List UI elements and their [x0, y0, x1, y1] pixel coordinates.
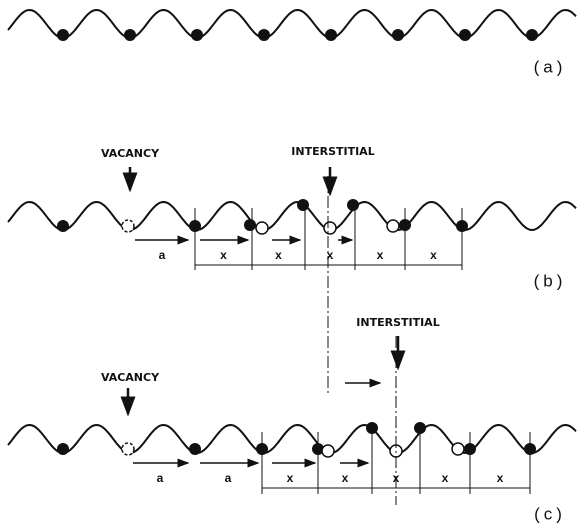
page: (a) (b) (c) VACANCY INTERSTITIAL VACANCY… — [0, 0, 584, 529]
atom — [392, 29, 404, 41]
vacancy-site — [122, 443, 134, 455]
potential-wave — [8, 10, 576, 38]
empty-site — [322, 445, 334, 457]
atom — [244, 219, 256, 231]
interstitial-label: INTERSTITIAL — [356, 316, 439, 329]
displacement-label: x — [377, 248, 384, 262]
atom — [124, 29, 136, 41]
panel-label: (b) — [534, 271, 567, 290]
displacement-label: x — [220, 248, 227, 262]
spacing-label: a — [225, 471, 232, 485]
empty-site — [452, 443, 464, 455]
potential-wave — [8, 425, 576, 453]
displacement-label: x — [430, 248, 437, 262]
displacement-label: x — [342, 471, 349, 485]
displacement-label: x — [275, 248, 282, 262]
potential-wave — [8, 202, 576, 230]
atom — [57, 443, 69, 455]
empty-site — [387, 220, 399, 232]
empty-site — [324, 222, 336, 234]
empty-site — [256, 222, 268, 234]
displacement-label: x — [393, 471, 400, 485]
interstitial-label: INTERSTITIAL — [291, 145, 374, 158]
atom — [191, 29, 203, 41]
atom — [258, 29, 270, 41]
atom — [526, 29, 538, 41]
atom — [297, 199, 309, 211]
atom — [189, 443, 201, 455]
figure: (a) (b) (c) VACANCY INTERSTITIAL VACANCY… — [0, 0, 584, 529]
panel-label: (a) — [534, 57, 567, 76]
atom — [347, 199, 359, 211]
displacement-label: x — [442, 471, 449, 485]
displacement-label: x — [327, 248, 334, 262]
displacement-label: x — [497, 471, 504, 485]
panel-label: (c) — [534, 504, 566, 523]
atom — [325, 29, 337, 41]
atom — [57, 29, 69, 41]
vacancy-site — [122, 220, 134, 232]
displacement-label: x — [287, 471, 294, 485]
vacancy-label: VACANCY — [101, 371, 160, 384]
spacing-label: a — [157, 471, 164, 485]
spacing-label: a — [159, 248, 166, 262]
atom — [57, 220, 69, 232]
vacancy-label: VACANCY — [101, 147, 160, 160]
atom — [459, 29, 471, 41]
